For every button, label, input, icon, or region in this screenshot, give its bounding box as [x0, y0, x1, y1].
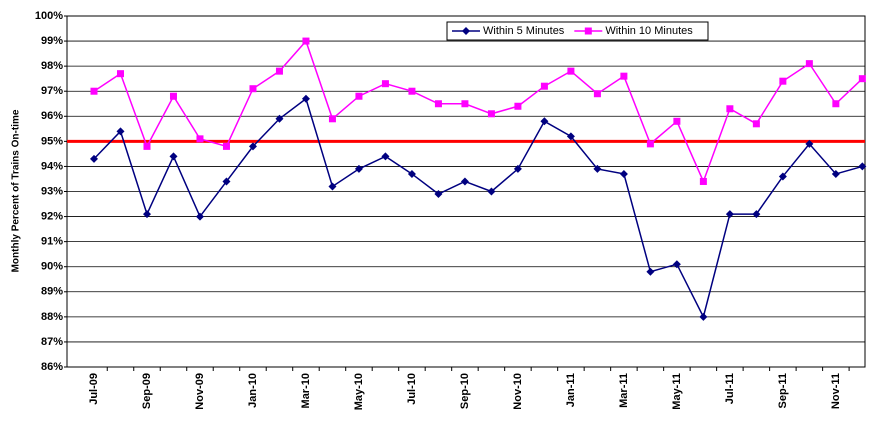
- marker: [646, 267, 655, 276]
- marker: [381, 152, 390, 161]
- marker: [116, 127, 125, 136]
- y-tick-label: 86%: [41, 361, 63, 373]
- x-tick-label: May-10: [353, 373, 365, 410]
- marker: [195, 212, 204, 221]
- marker: [169, 92, 177, 100]
- y-tick-label: 90%: [41, 261, 63, 273]
- x-tick-label: Jul-09: [88, 373, 100, 405]
- legend-marker: [584, 27, 592, 35]
- marker: [672, 260, 681, 269]
- marker: [143, 142, 151, 150]
- y-tick-label: 92%: [41, 210, 63, 222]
- x-tick-label: Jul-11: [724, 373, 736, 404]
- marker: [302, 37, 310, 45]
- y-tick-label: 95%: [41, 135, 63, 147]
- marker: [805, 60, 813, 68]
- x-tick-label: Jan-11: [565, 373, 577, 407]
- marker: [514, 102, 522, 110]
- marker: [301, 94, 310, 103]
- marker: [408, 87, 416, 95]
- x-tick-label: Nov-10: [512, 373, 524, 410]
- marker: [407, 169, 416, 178]
- y-tick-label: 94%: [41, 160, 63, 172]
- marker: [460, 177, 469, 186]
- marker: [593, 90, 601, 98]
- y-tick-label: 96%: [41, 110, 63, 122]
- x-tick-label: Jan-10: [247, 373, 259, 408]
- series-line: [93, 97, 863, 319]
- marker: [779, 77, 787, 85]
- marker: [248, 142, 257, 151]
- marker: [461, 100, 469, 108]
- y-tick-label: 97%: [41, 85, 63, 97]
- marker: [381, 80, 389, 88]
- marker: [434, 100, 442, 108]
- marker: [196, 135, 204, 143]
- y-tick-label: 98%: [41, 60, 63, 72]
- x-tick-label: Sep-11: [777, 373, 789, 408]
- marker: [858, 75, 866, 83]
- marker: [487, 187, 496, 196]
- marker: [725, 210, 734, 219]
- x-tick-label: Mar-11: [618, 373, 630, 408]
- marker: [726, 105, 734, 113]
- marker: [222, 142, 230, 150]
- legend-label: Within 10 Minutes: [605, 25, 693, 37]
- marker: [90, 87, 98, 95]
- marker: [778, 172, 787, 181]
- marker: [831, 169, 840, 178]
- marker: [169, 152, 178, 161]
- marker: [752, 210, 761, 219]
- marker: [90, 154, 98, 163]
- marker: [832, 100, 840, 108]
- marker: [566, 132, 575, 141]
- marker: [328, 182, 337, 191]
- marker: [116, 70, 124, 78]
- marker: [487, 110, 495, 118]
- marker: [805, 139, 814, 148]
- marker: [513, 164, 522, 173]
- marker: [434, 190, 443, 199]
- marker: [275, 114, 284, 123]
- marker: [673, 117, 681, 125]
- marker: [355, 92, 363, 100]
- marker: [275, 67, 283, 75]
- marker: [567, 67, 575, 75]
- series-line: [93, 39, 863, 184]
- marker: [222, 177, 231, 186]
- marker: [620, 72, 628, 80]
- plot-frame: [66, 15, 866, 368]
- x-tick-label: Nov-11: [830, 373, 842, 409]
- x-tick-label: Sep-10: [459, 373, 471, 409]
- y-tick-label: 91%: [41, 236, 63, 248]
- marker: [249, 85, 257, 93]
- y-tick-label: 99%: [41, 35, 63, 47]
- x-tick-label: Nov-09: [194, 373, 206, 410]
- y-axis-label: Monthly Percent of Trains On-time: [11, 109, 22, 272]
- y-tick-label: 89%: [41, 286, 63, 298]
- marker: [752, 120, 760, 128]
- marker: [540, 117, 549, 126]
- marker: [858, 162, 867, 171]
- x-tick-label: Jul-10: [406, 373, 418, 405]
- marker: [699, 177, 707, 185]
- marker: [646, 140, 654, 148]
- marker: [142, 210, 151, 219]
- legend-marker: [462, 27, 470, 35]
- x-tick-label: May-11: [671, 373, 683, 410]
- marker: [540, 82, 548, 90]
- y-tick-label: 93%: [41, 185, 63, 197]
- marker: [328, 115, 336, 123]
- legend-label: Within 5 Minutes: [483, 25, 565, 37]
- x-tick-label: Mar-10: [300, 373, 312, 408]
- y-tick-label: 87%: [41, 336, 63, 348]
- marker: [354, 164, 363, 173]
- x-tick-label: Sep-09: [141, 373, 153, 409]
- marker: [593, 164, 602, 173]
- marker: [699, 312, 708, 321]
- y-tick-label: 88%: [41, 311, 63, 323]
- y-tick-label: 100%: [35, 10, 63, 22]
- marker: [619, 169, 628, 178]
